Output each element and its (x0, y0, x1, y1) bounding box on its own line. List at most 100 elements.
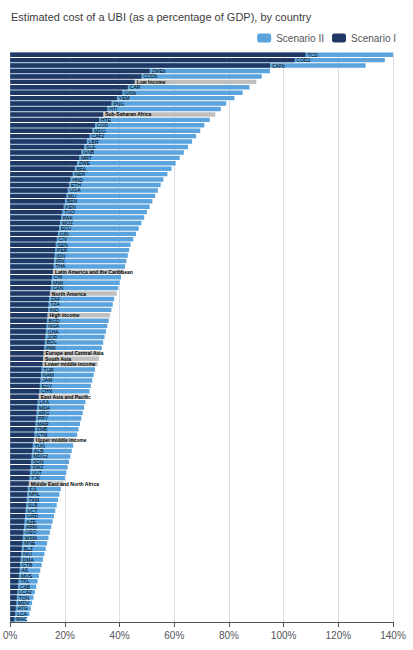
svg-text:ARG: ARG (38, 410, 49, 416)
svg-text:PAK: PAK (63, 215, 73, 221)
svg-text:ZWE: ZWE (79, 160, 91, 166)
svg-text:MNE: MNE (24, 540, 36, 546)
svg-text:SWZ: SWZ (32, 464, 43, 470)
svg-text:ZAF: ZAF (51, 296, 60, 302)
svg-text:IND: IND (50, 307, 59, 313)
svg-text:Scenario I: Scenario I (351, 33, 396, 44)
svg-text:PER: PER (57, 247, 68, 253)
svg-text:THA: THA (55, 263, 66, 269)
svg-text:TUN: TUN (35, 443, 46, 449)
svg-text:Europe and Central Asia: Europe and Central Asia (46, 350, 104, 356)
svg-text:BOL: BOL (47, 339, 57, 345)
svg-text:NIU: NIU (23, 551, 32, 557)
svg-text:60%: 60% (164, 630, 184, 641)
svg-text:Latin America and the Caribbea: Latin America and the Caribbean (55, 269, 133, 275)
svg-text:JOR: JOR (47, 334, 57, 340)
svg-text:COD2: COD2 (297, 57, 311, 63)
svg-text:DMA: DMA (23, 557, 35, 563)
svg-text:NGA: NGA (48, 323, 60, 329)
svg-text:MOZ: MOZ (62, 220, 73, 226)
svg-text:CAF2: CAF2 (92, 133, 105, 139)
svg-text:LCA2: LCA2 (19, 589, 32, 595)
svg-text:BLZ: BLZ (24, 546, 33, 552)
svg-text:MDG2: MDG2 (34, 453, 49, 459)
svg-text:GNB: GNB (83, 149, 95, 155)
svg-text:SLB: SLB (28, 502, 38, 508)
svg-text:ECU: ECU (61, 225, 72, 231)
svg-text:AS: AS (22, 567, 29, 573)
svg-text:CHI: CHI (54, 274, 63, 280)
svg-text:LKA: LKA (40, 399, 50, 405)
svg-text:MDA: MDA (39, 405, 51, 411)
svg-text:ARM: ARM (26, 524, 37, 530)
svg-text:ATG: ATG (18, 605, 28, 611)
svg-text:ALB: ALB (34, 448, 44, 454)
svg-text:TKM: TKM (29, 497, 40, 503)
svg-text:NAM: NAM (43, 372, 54, 378)
svg-text:CAR: CAR (130, 84, 141, 90)
svg-text:LCA: LCA (17, 611, 27, 617)
svg-text:20%: 20% (55, 630, 75, 641)
svg-text:CHN: CHN (41, 388, 52, 394)
svg-text:VCT: VCT (28, 508, 38, 514)
svg-text:0%: 0% (3, 630, 18, 641)
svg-text:HTE: HTE (101, 117, 112, 123)
svg-text:Upper middle income: Upper middle income (36, 437, 87, 443)
svg-text:SEN: SEN (58, 242, 69, 248)
svg-text:CIV: CIV (59, 236, 68, 242)
svg-text:MWI: MWI (53, 280, 63, 286)
svg-text:GTM: GTM (36, 432, 47, 438)
svg-text:40%: 40% (110, 630, 130, 641)
svg-text:TGO: TGO (64, 209, 75, 215)
svg-text:HND: HND (72, 177, 83, 183)
svg-text:MRT: MRT (81, 155, 92, 161)
svg-text:PRK: PRK (46, 345, 57, 351)
svg-text:IRN: IRN (56, 258, 65, 264)
svg-text:MAC: MAC (16, 616, 28, 622)
svg-text:MHL: MHL (29, 491, 40, 497)
svg-text:AZE: AZE (26, 519, 36, 525)
svg-text:Low Income: Low Income (137, 79, 166, 85)
svg-text:SDN: SDN (33, 459, 44, 465)
svg-text:WSM: WSM (25, 535, 37, 541)
svg-text:North America: North America (52, 291, 86, 297)
svg-text:ZWEb: ZWEb (152, 68, 166, 74)
svg-text:TUR: TUR (43, 367, 54, 373)
svg-text:CODb: CODb (143, 73, 157, 79)
svg-text:CAN: CAN (53, 285, 64, 291)
svg-text:IDN: IDN (57, 253, 66, 259)
svg-text:MDV: MDV (18, 600, 30, 606)
svg-text:Lower middle income: Lower middle income (44, 361, 95, 367)
svg-text:BEN: BEN (67, 198, 78, 204)
svg-text:ZMB: ZMB (37, 426, 48, 432)
svg-text:Sub-Saharan Africa: Sub-Saharan Africa (105, 111, 151, 117)
svg-text:120%: 120% (326, 630, 352, 641)
svg-text:South Asia: South Asia (45, 356, 71, 362)
svg-text:140%: 140% (380, 630, 406, 641)
svg-text:FJI: FJI (30, 486, 37, 492)
svg-text:MUS: MUS (21, 573, 33, 579)
svg-text:BGD: BGD (49, 318, 60, 324)
svg-text:COD: COD (97, 122, 109, 128)
svg-text:ETH: ETH (71, 182, 81, 188)
svg-text:GEO: GEO (25, 529, 36, 535)
svg-text:80%: 80% (219, 630, 239, 641)
svg-text:NER: NER (75, 171, 86, 177)
svg-text:MLI: MLI (68, 193, 76, 199)
svg-text:GTB: GTB (22, 562, 33, 568)
svg-text:PRY: PRY (38, 415, 49, 421)
svg-text:GHA: GHA (48, 329, 60, 335)
svg-text:Scenario II: Scenario II (276, 33, 324, 44)
svg-text:BFA: BFA (77, 166, 87, 172)
svg-text:LBR: LBR (89, 139, 99, 145)
svg-text:GINb: GINb (124, 90, 136, 96)
svg-text:TKL: TKL (20, 578, 29, 584)
svg-text:KEN: KEN (66, 204, 77, 210)
svg-text:TON: TON (19, 595, 30, 601)
svg-text:CAFb: CAFb (272, 63, 285, 69)
svg-text:MDG: MDG (94, 128, 106, 134)
svg-text:UGA: UGA (70, 187, 82, 193)
svg-text:SLE: SLE (86, 144, 96, 150)
svg-text:JAM: JAM (42, 377, 52, 383)
svg-text:GIN: GIN (60, 231, 69, 237)
